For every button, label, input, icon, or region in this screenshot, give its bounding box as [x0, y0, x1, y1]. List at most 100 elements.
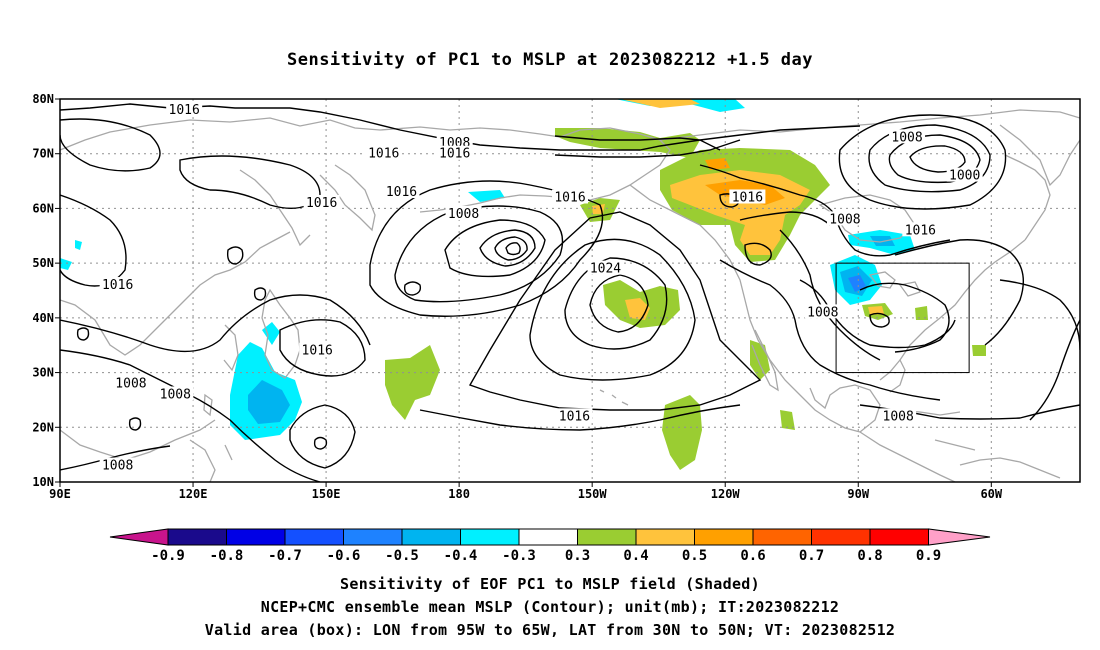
colorbar-swatch [167, 528, 227, 546]
lat-tick-label: 40N [32, 311, 54, 325]
colorbar-swatch [226, 528, 286, 546]
contour-label-bg [946, 167, 983, 182]
contour-1016-nw-us [719, 259, 941, 401]
contour-1008-aleut [444, 219, 546, 278]
coast-greenland [999, 124, 1080, 187]
contour-1004-aleut [479, 229, 536, 267]
coast-taiwan [203, 393, 213, 417]
contour-1012-trop [419, 404, 741, 431]
contour-label: 1008 [891, 130, 922, 145]
contour-label: 1016 [306, 196, 337, 211]
contour-label: 1016 [559, 409, 590, 424]
coast-west-na [629, 184, 861, 433]
colorbar-swatch [518, 528, 578, 546]
colorbar-label: -0.7 [268, 548, 302, 564]
shade-yellow-arctic [620, 99, 700, 108]
coast-okhotsk [239, 169, 311, 247]
colorbar-label: 0.3 [565, 548, 590, 564]
contour-1016-wpac [279, 319, 366, 377]
colorbar-swatch [460, 528, 520, 546]
coast-hawaii [599, 389, 629, 406]
shade-cyan-edge2 [75, 240, 82, 250]
contour-label-bg [99, 457, 136, 472]
colorbar-swatch [752, 528, 812, 546]
coast-china-south [60, 419, 216, 461]
contour-label: 1016 [102, 278, 133, 293]
colorbar-swatch [811, 528, 871, 546]
lon-tick-label: 150W [578, 487, 608, 501]
contour-1012-atl [1029, 319, 1080, 421]
lon-tick-label: 120E [179, 487, 208, 501]
coast-south-america [959, 457, 1061, 479]
contour-label-bg [157, 386, 194, 401]
contour-label: 1008 [160, 387, 191, 402]
contour-996-aleut [505, 242, 521, 256]
colorbar-swatch [869, 528, 929, 546]
contour-small-left2 [76, 327, 90, 341]
colorbar-label: -0.6 [327, 548, 361, 564]
contour-label: 1016 [302, 344, 333, 359]
contour-small-loop2 [253, 287, 267, 301]
colorbar: -0.9 -0.8 -0.7 -0.6 -0.5 -0.4 -0.3 0.3 0.4 0.5 0.6… [109, 528, 991, 564]
coast-east-us [899, 239, 1026, 361]
contour-1000-aleut [494, 236, 528, 261]
contour-1016-bering2 [554, 139, 741, 158]
colorbar-swatch [694, 528, 754, 546]
contour-label-bg [826, 211, 863, 226]
colorbar-low-extend [109, 528, 169, 546]
contour-label: 1000 [949, 169, 980, 184]
colorbar-high-extend [928, 528, 991, 546]
colorbar-swatch [343, 528, 403, 546]
colorbar-label: 0.8 [857, 548, 882, 564]
map-frame [59, 98, 1081, 483]
coast-baja [751, 329, 779, 392]
contour-1012-loop [744, 242, 772, 266]
longitude-axis: 90E 120E 150E 180 150W 120W 90W 60W [49, 482, 1003, 501]
shade-green-east1 [915, 306, 928, 320]
contour-small-left [128, 417, 142, 431]
contour-label-bg [445, 205, 482, 220]
lon-tick-label: 60W [980, 487, 1002, 501]
colorbar-label: 0.7 [799, 548, 824, 564]
contour-label-bg [729, 189, 766, 204]
colorbar-label: -0.8 [210, 548, 244, 564]
lat-tick-label: 70N [32, 147, 54, 161]
contour-label-bg [556, 408, 593, 423]
contour-label: 1024 [590, 262, 621, 277]
lon-tick-label: 90W [847, 487, 869, 501]
colorbar-label: 0.5 [682, 548, 707, 564]
contour-labels: 1016 1008 1016 1016 1008 1000 1016 1016 1016 1016… [99, 101, 983, 474]
lat-tick-label: 30N [32, 366, 54, 380]
lat-tick-label: 60N [32, 201, 54, 215]
colorbar-label: 0.9 [916, 548, 941, 564]
coast-canada-arctic [659, 109, 1080, 141]
contour-label: 1008 [115, 377, 146, 392]
coast-central-america [859, 431, 956, 482]
coast-asia-north [60, 117, 561, 151]
colorbar-label: -0.3 [502, 548, 536, 564]
contour-label: 1008 [807, 305, 838, 320]
contour-label: 1016 [905, 223, 936, 238]
contour-low-ts [289, 404, 356, 469]
colorbar-label: 0.4 [623, 548, 648, 564]
contour-1012-wpac [60, 294, 371, 353]
shade-green-subtrop1 [385, 345, 440, 420]
colorbar-swatch [635, 528, 695, 546]
lon-tick-label: 180 [448, 487, 470, 501]
contour-label: 1016 [554, 190, 585, 205]
map-title: Sensitivity of PC1 to MSLP at 2023082212… [286, 50, 813, 70]
lat-tick-label: 20N [32, 420, 54, 434]
contour-label-bg [880, 408, 917, 423]
shade-green-east2 [972, 345, 986, 356]
contour-label-bg [112, 375, 149, 390]
map-gridlines [60, 99, 1080, 482]
colorbar-label: -0.9 [151, 548, 185, 564]
contour-label-bg [99, 277, 136, 292]
contour-label: 1008 [883, 409, 914, 424]
contour-label-bg [365, 145, 402, 160]
latitude-axis: 80N 70N 60N 50N 40N 30N 20N 10N [32, 92, 60, 489]
contour-small-aleut [403, 281, 422, 296]
coast-florida [879, 358, 906, 393]
contour-label: 1008 [448, 207, 479, 222]
contour-label: 1008 [102, 459, 133, 474]
